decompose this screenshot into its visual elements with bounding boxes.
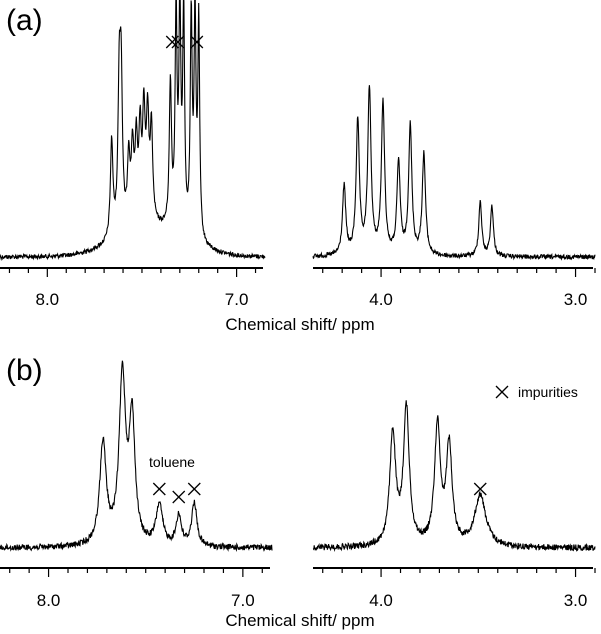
- impurity-marker-stroke: [165, 35, 179, 49]
- spectrum-trace: [312, 85, 596, 261]
- spectrum-trace: [0, 0, 266, 262]
- tick-label: 7.0: [225, 290, 249, 309]
- impurity-marker-stroke: [152, 482, 166, 496]
- x-axis-label: Chemical shift/ ppm: [225, 315, 374, 334]
- impurity-marker-stroke: [473, 482, 487, 496]
- tick-label: 8.0: [37, 591, 61, 610]
- tick-label: 3.0: [564, 591, 588, 610]
- impurity-marker-stroke: [171, 35, 185, 49]
- toluene-annotation: toluene: [149, 454, 195, 470]
- tick-label: 4.0: [369, 290, 393, 309]
- impurity-marker: [473, 482, 487, 496]
- panel-label: (a): [6, 4, 43, 37]
- impurity-marker: [152, 482, 166, 496]
- legend-marker: [495, 385, 509, 399]
- impurity-marker: [171, 35, 185, 49]
- impurity-marker: [165, 35, 179, 49]
- spectrum-trace: [0, 360, 273, 552]
- impurity-marker: [187, 482, 201, 496]
- panel-label: (b): [6, 354, 43, 387]
- spectrum-trace: [312, 400, 596, 553]
- impurity-marker-stroke: [190, 35, 204, 49]
- tick-label: 3.0: [564, 290, 588, 309]
- legend-label: impurities: [518, 384, 578, 400]
- tick-label: 7.0: [231, 591, 255, 610]
- impurity-marker-stroke: [187, 482, 201, 496]
- impurity-marker-stroke: [172, 490, 186, 504]
- impurity-marker-stroke: [495, 385, 509, 399]
- impurity-marker: [172, 490, 186, 504]
- tick-label: 4.0: [369, 591, 393, 610]
- tick-label: 8.0: [36, 290, 60, 309]
- x-axis-label: Chemical shift/ ppm: [225, 611, 374, 630]
- impurity-marker: [190, 35, 204, 49]
